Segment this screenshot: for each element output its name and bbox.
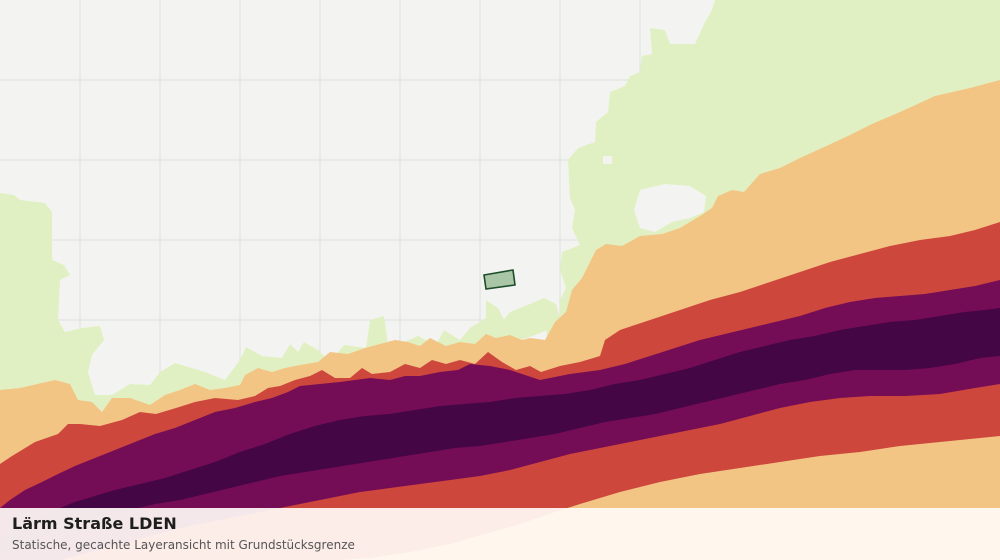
parcel-boundary[interactable] [483,269,516,290]
layer-title: Lärm Straße LDEN [12,514,177,533]
noise-band-level-5 [0,308,1000,556]
map-gaps [538,156,706,274]
layer-subtitle: Statische, gecachte Layeransicht mit Gru… [12,538,355,552]
map-caption: Lärm Straße LDEN Statische, gecachte Lay… [0,508,1000,560]
